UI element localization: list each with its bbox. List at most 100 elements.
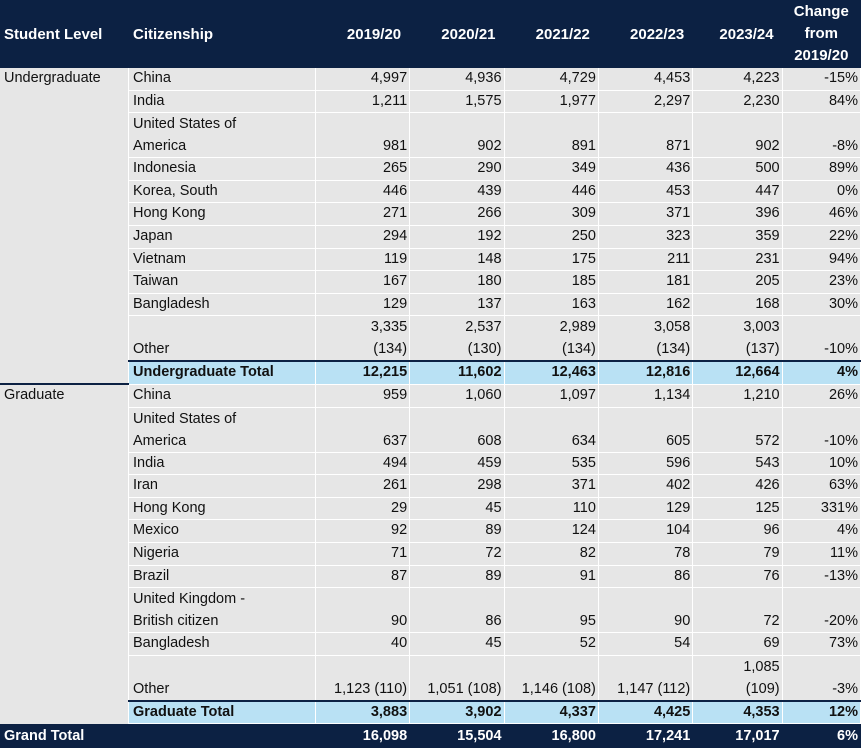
value-cell: 1,134 <box>598 384 694 408</box>
value-cell: 637 <box>315 407 411 453</box>
value-cell: 168 <box>692 293 783 317</box>
value-cell: 265 <box>315 157 411 181</box>
value-cell: 402 <box>598 474 694 498</box>
citizenship-cell: Indonesia <box>128 157 316 181</box>
value-cell: 45 <box>409 632 505 656</box>
value-cell: 1,211 <box>315 90 411 114</box>
header-year: 2021/22 <box>504 0 599 68</box>
value-cell: 92 <box>315 519 411 543</box>
value-cell: 4,997 <box>315 68 411 91</box>
value-line: (134) <box>373 341 408 358</box>
value-cell: 891 <box>504 112 599 159</box>
value-cell: 192 <box>409 225 505 249</box>
value-cell: 459 <box>409 452 505 476</box>
value-cell: 2,230 <box>692 90 783 114</box>
citizenship-cell: Other <box>128 655 316 702</box>
grand-total-value: 16,098 <box>315 723 411 749</box>
value-cell: 180 <box>409 270 505 294</box>
value-cell: 91 <box>504 565 599 589</box>
value-cell: 52 <box>504 632 599 656</box>
citizenship-cell: United States of America <box>128 112 316 159</box>
subtotal-change: 12% <box>782 699 861 725</box>
subtotal-value: 12,215 <box>315 360 411 385</box>
change-cell: 63% <box>782 474 861 498</box>
change-cell: -13% <box>782 565 861 589</box>
change-cell: 331% <box>782 497 861 521</box>
citizenship-cell: Iran <box>128 474 316 498</box>
value-cell: 72 <box>409 542 505 566</box>
table-row: Nigeria 71 72 82 78 79 11% <box>0 542 861 566</box>
value-cell: 981 <box>315 112 411 159</box>
citizenship-cell: Taiwan <box>128 270 316 294</box>
student-level-cell: Undergraduate <box>0 68 130 385</box>
value-cell: 95 <box>504 587 599 634</box>
citizenship-cell: India <box>128 452 316 476</box>
value-cell: 71 <box>315 542 411 566</box>
change-cell: 46% <box>782 202 861 226</box>
value-cell: 76 <box>692 565 783 589</box>
value-cell: 1,097 <box>504 384 599 408</box>
value-cell: 2,297 <box>598 90 694 114</box>
value-cell: 82 <box>504 542 599 566</box>
value-cell: 294 <box>315 225 411 249</box>
value-cell: 309 <box>504 202 599 226</box>
citizenship-cell: China <box>128 384 316 408</box>
value-cell: 446 <box>504 180 599 204</box>
value-line: (109) <box>745 680 780 697</box>
value-cell: 500 <box>692 157 783 181</box>
value-cell: 129 <box>598 497 694 521</box>
change-cell: 84% <box>782 90 861 114</box>
value-line: (134) <box>562 341 596 358</box>
header-change-line: from <box>804 25 838 42</box>
value-cell: 1,146 (108) <box>504 655 599 702</box>
citizenship-line: United States of <box>133 116 237 133</box>
value-cell: 89 <box>409 519 505 543</box>
table-row: Japan 294 192 250 323 359 22% <box>0 225 861 249</box>
value-line: (134) <box>656 341 691 358</box>
value-cell: 902 <box>692 112 783 159</box>
value-cell: 871 <box>598 112 694 159</box>
grand-total-label: Grand Total <box>0 723 316 749</box>
value-cell: 359 <box>692 225 783 249</box>
citizenship-cell: Other <box>128 315 316 362</box>
value-cell: 1,123 (110) <box>315 655 411 702</box>
value-cell: 447 <box>692 180 783 204</box>
value-cell: 572 <box>692 407 783 453</box>
value-cell: 371 <box>504 474 599 498</box>
value-line: 3,058 <box>653 319 691 336</box>
grand-total-value: 16,800 <box>504 723 599 749</box>
table-row: Indonesia 265 290 349 436 500 89% <box>0 157 861 181</box>
citizenship-line: America <box>133 432 187 449</box>
value-line: (137) <box>745 341 780 358</box>
value-cell: 40 <box>315 632 411 656</box>
value-cell: 446 <box>315 180 411 204</box>
value-cell: 4,729 <box>504 68 599 91</box>
value-cell: 205 <box>692 270 783 294</box>
citizenship-cell: Korea, South <box>128 180 316 204</box>
value-cell: 535 <box>504 452 599 476</box>
header-year: 2019/20 <box>315 0 411 68</box>
value-cell: 290 <box>409 157 505 181</box>
table-row: Hong Kong 29 45 110 129 125 331% <box>0 497 861 521</box>
value-cell: 89 <box>409 565 505 589</box>
header-citizenship: Citizenship <box>128 0 316 68</box>
value-cell: 211 <box>598 248 694 272</box>
value-cell: 902 <box>409 112 505 159</box>
value-cell: 4,453 <box>598 68 694 91</box>
grand-total-value: 17,241 <box>598 723 694 749</box>
table-row: Vietnam 119 148 175 211 231 94% <box>0 248 861 272</box>
table-row: Bangladesh 129 137 163 162 168 30% <box>0 293 861 317</box>
citizenship-cell: Hong Kong <box>128 202 316 226</box>
value-cell: 436 <box>598 157 694 181</box>
change-cell: -15% <box>782 68 861 91</box>
header-change-line: 2019/20 <box>794 47 849 64</box>
value-cell: 231 <box>692 248 783 272</box>
value-cell: 79 <box>692 542 783 566</box>
value-cell: 605 <box>598 407 694 453</box>
value-cell: 453 <box>598 180 694 204</box>
value-line: 1,146 (108) <box>521 680 596 697</box>
subtotal-value: 4,425 <box>598 699 694 725</box>
table-row: Bangladesh 40 45 52 54 69 73% <box>0 632 861 656</box>
citizenship-cell: India <box>128 90 316 114</box>
